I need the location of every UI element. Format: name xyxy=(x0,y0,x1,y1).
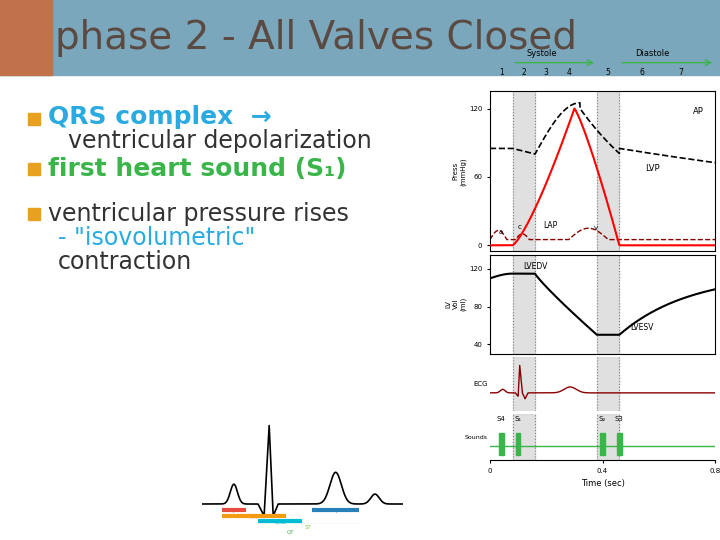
Text: S₁: S₁ xyxy=(515,416,522,422)
Text: Sounds: Sounds xyxy=(464,435,487,440)
Text: AP: AP xyxy=(693,107,703,116)
Bar xyxy=(513,255,535,354)
Text: LVP: LVP xyxy=(644,164,660,173)
Text: 1: 1 xyxy=(499,69,503,77)
Text: LVEDV: LVEDV xyxy=(523,262,548,271)
Y-axis label: LV
Vol
(ml): LV Vol (ml) xyxy=(446,297,467,312)
Bar xyxy=(28,163,40,175)
Bar xyxy=(513,357,535,410)
Text: 6: 6 xyxy=(639,69,644,77)
Text: ventricular depolarization: ventricular depolarization xyxy=(68,129,372,153)
Text: 2: 2 xyxy=(521,69,526,77)
Text: phase 2 - All Valves Closed: phase 2 - All Valves Closed xyxy=(55,19,577,57)
Text: S₂: S₂ xyxy=(599,416,606,422)
Y-axis label: Press
(mmHg): Press (mmHg) xyxy=(453,157,467,186)
Bar xyxy=(513,91,535,251)
Text: 5: 5 xyxy=(606,69,611,77)
Text: a: a xyxy=(498,229,503,235)
Bar xyxy=(597,255,619,354)
Bar xyxy=(513,414,535,460)
Bar xyxy=(597,91,619,251)
Text: 4: 4 xyxy=(567,69,571,77)
Bar xyxy=(0,0,720,75)
Text: P: P xyxy=(233,509,235,514)
Text: ventricular pressure rises: ventricular pressure rises xyxy=(48,202,349,226)
Text: LAP: LAP xyxy=(544,221,558,230)
Bar xyxy=(0,0,52,75)
Bar xyxy=(597,414,619,460)
Text: - "isovolumetric": - "isovolumetric" xyxy=(58,226,256,250)
Text: ST: ST xyxy=(305,524,312,530)
Bar xyxy=(617,433,621,455)
Bar xyxy=(499,433,503,455)
Text: QRS: QRS xyxy=(274,519,286,524)
Bar xyxy=(516,433,521,455)
Text: Diastole: Diastole xyxy=(635,49,669,58)
Bar xyxy=(600,433,605,455)
Text: PR: PR xyxy=(251,515,258,519)
Text: 7: 7 xyxy=(679,69,684,77)
Text: S4: S4 xyxy=(497,416,505,422)
Text: S3: S3 xyxy=(615,416,624,422)
Bar xyxy=(28,208,40,220)
Text: first heart sound (S₁): first heart sound (S₁) xyxy=(48,157,346,181)
X-axis label: Time (sec): Time (sec) xyxy=(580,479,624,488)
Text: Systole: Systole xyxy=(526,49,557,58)
Text: QRS complex  →: QRS complex → xyxy=(48,105,271,129)
Text: contraction: contraction xyxy=(58,250,192,274)
Bar xyxy=(0,75,720,540)
Text: QT: QT xyxy=(287,530,294,535)
Text: c: c xyxy=(518,224,522,231)
Text: ECG: ECG xyxy=(473,381,487,387)
Text: LVESV: LVESV xyxy=(631,323,654,332)
Bar xyxy=(28,113,40,125)
Bar xyxy=(597,357,619,410)
Text: v: v xyxy=(594,226,598,232)
Text: 3: 3 xyxy=(544,69,549,77)
Text: T: T xyxy=(334,509,337,514)
